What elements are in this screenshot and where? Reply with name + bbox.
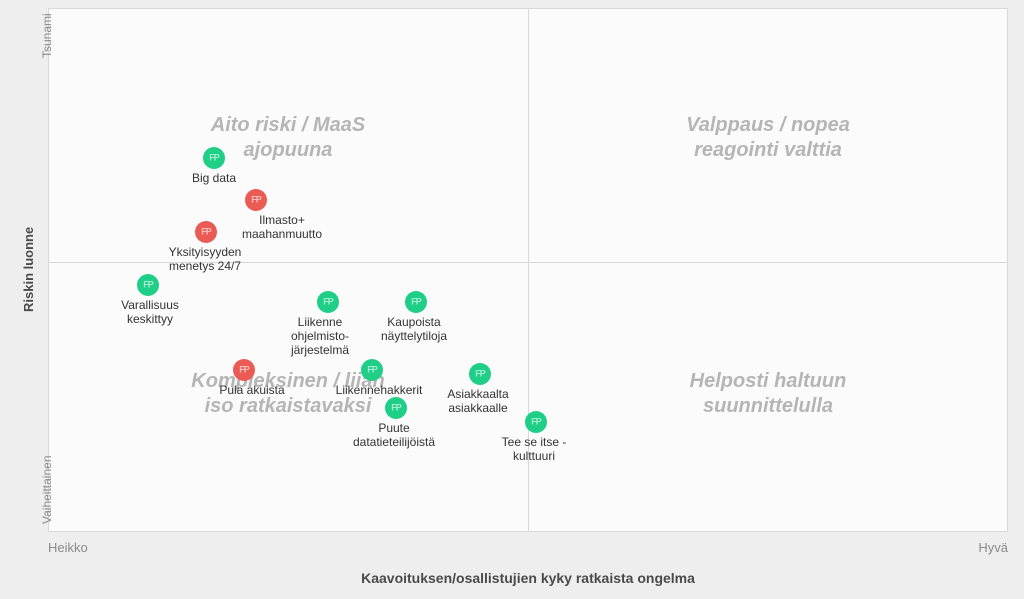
point-label-liikenne-ohjelmisto: Liikenne ohjelmisto- järjestelmä [291,316,349,357]
point-label-yksityisyys: Yksityisyyden menetys 24/7 [169,246,242,274]
point-glyph-icon: FP [411,297,421,307]
point-label-kaupoista: Kaupoista näyttelytiloja [381,316,447,344]
point-pula-akuista[interactable]: FP [233,359,255,381]
y-axis-title: Riskin luonne [21,227,36,312]
point-yksityisyys[interactable]: FP [195,221,217,243]
point-glyph-icon: FP [475,369,485,379]
point-label-liikennehakkerit: Liikennehakkerit [336,384,423,398]
point-puute-data[interactable]: FP [385,397,407,419]
point-label-ilmasto: Ilmasto+ maahanmuutto [242,214,322,242]
quadrant-label-q-bottom-right: Helposti haltuun suunnittelulla [690,369,847,419]
point-label-varallisuus: Varallisuus keskittyy [121,299,179,327]
point-glyph-icon: FP [143,280,153,290]
point-varallisuus[interactable]: FP [137,274,159,296]
quadrant-label-q-top-right: Valppaus / nopea reagointi valttia [686,113,850,163]
y-top-label: Tsunami [40,13,54,58]
point-glyph-icon: FP [251,195,261,205]
point-asiakkaalta[interactable]: FP [469,363,491,385]
x-right-label: Hyvä [978,540,1008,555]
point-big-data[interactable]: FP [203,147,225,169]
point-label-pula-akuista: Pula akuista [219,384,284,398]
point-glyph-icon: FP [239,365,249,375]
point-label-puute-data: Puute datatieteilijöistä [353,422,435,450]
point-glyph-icon: FP [391,403,401,413]
point-liikennehakkerit[interactable]: FP [361,359,383,381]
point-glyph-icon: FP [367,365,377,375]
x-left-label: Heikko [48,540,88,555]
point-liikenne-ohjelmisto[interactable]: FP [317,291,339,313]
point-kaupoista[interactable]: FP [405,291,427,313]
point-glyph-icon: FP [323,297,333,307]
point-label-big-data: Big data [192,172,236,186]
point-ilmasto[interactable]: FP [245,189,267,211]
x-axis-title: Kaavoituksen/osallistujien kyky ratkaist… [361,570,695,586]
point-label-tee-se-itse: Tee se itse - kulttuuri [502,436,567,464]
quadrant-label-q-top-left: Aito riski / MaaS ajopuuna [211,113,366,163]
point-tee-se-itse[interactable]: FP [525,411,547,433]
point-glyph-icon: FP [531,417,541,427]
point-glyph-icon: FP [209,153,219,163]
y-bottom-label: Vaiheittainen [40,456,54,525]
point-label-asiakkaalta: Asiakkaalta asiakkaalle [447,388,508,416]
point-glyph-icon: FP [201,227,211,237]
